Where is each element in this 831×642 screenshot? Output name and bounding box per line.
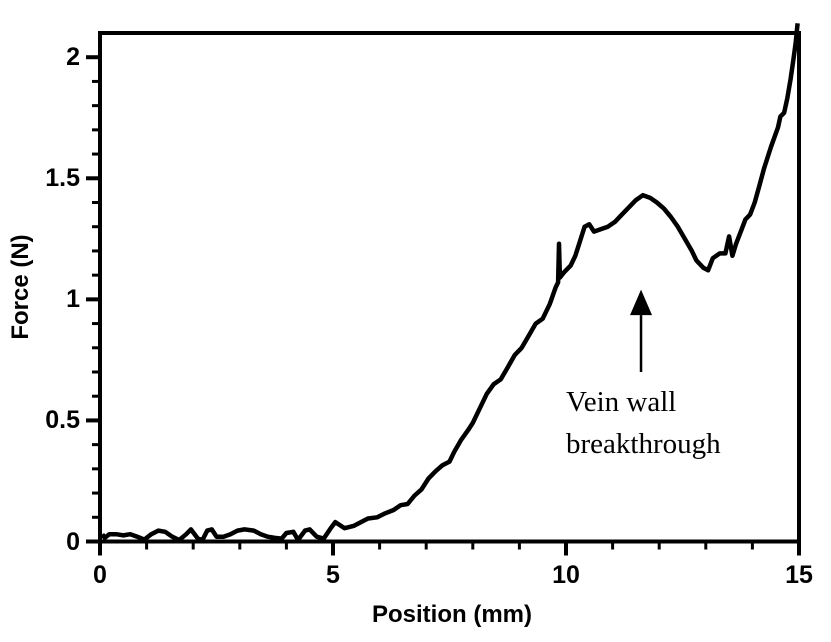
y-tick-label-0: 0 — [66, 527, 80, 556]
y-tick-label-1.5: 1.5 — [45, 164, 80, 193]
y-tick-label-0.5: 0.5 — [45, 406, 80, 435]
x-tick-label-5: 5 — [326, 561, 340, 589]
y-tick-label-2: 2 — [66, 43, 80, 72]
breakthrough-annotation: Vein wall breakthrough — [566, 381, 721, 465]
annotation-line-2: breakthrough — [566, 428, 721, 460]
y-tick-label-1: 1 — [66, 285, 80, 314]
force-curve — [100, 23, 800, 543]
x-tick-label-10: 10 — [552, 561, 580, 589]
x-tick-label-0: 0 — [93, 561, 107, 589]
annotation-line-1: Vein wall — [566, 386, 677, 418]
x-tick-label-15: 15 — [785, 561, 813, 589]
plot-frame — [98, 31, 801, 544]
breakthrough-arrow-head — [630, 289, 653, 316]
x-axis-title: Position (mm) — [372, 601, 532, 628]
